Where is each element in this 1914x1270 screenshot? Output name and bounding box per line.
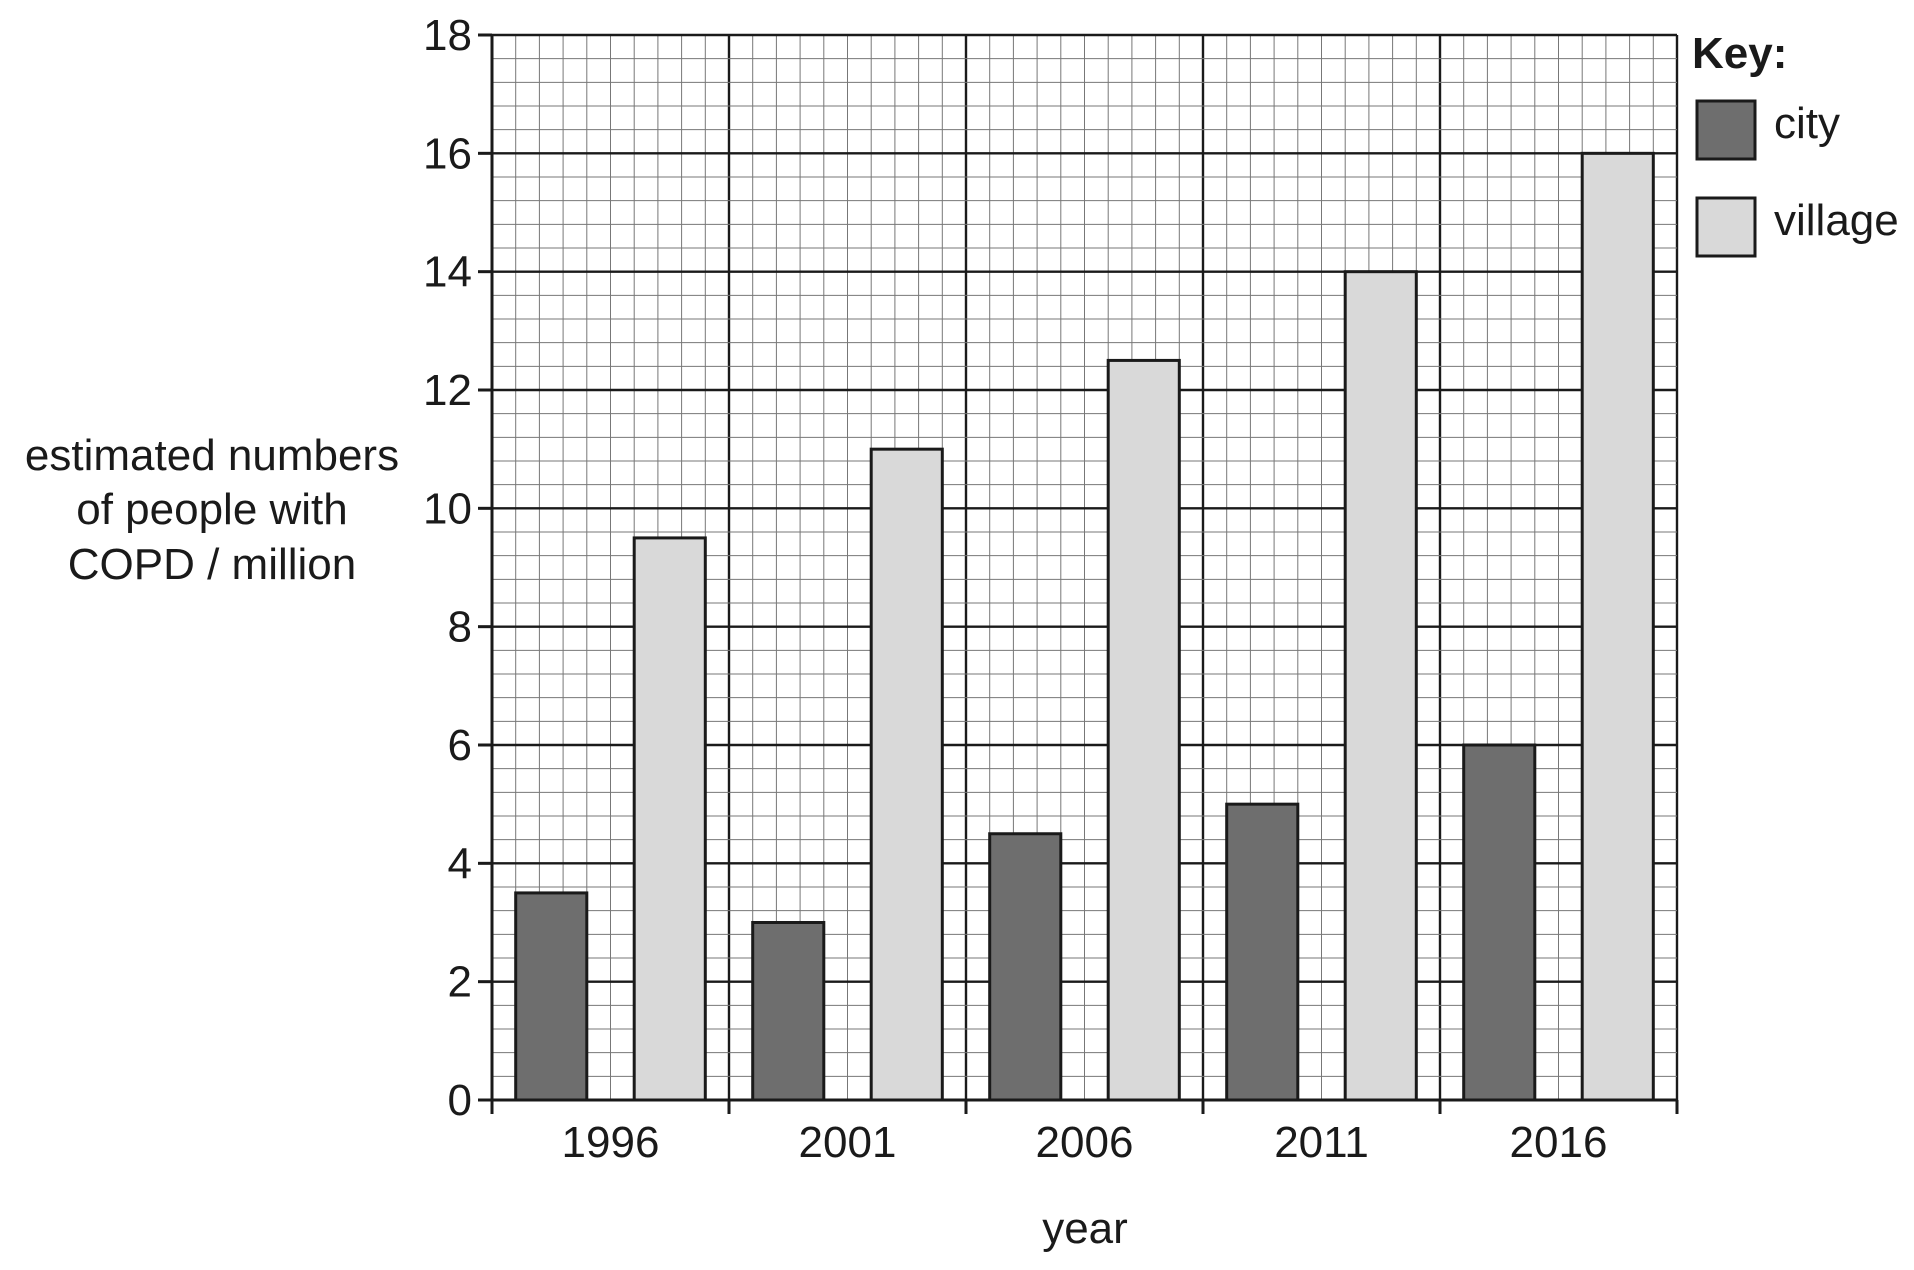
x-tick-label: 2016: [1510, 1118, 1608, 1167]
bar-village-2001: [869, 447, 944, 1102]
legend: Key: city village: [1692, 29, 1899, 258]
y-tick-label: 16: [423, 129, 472, 178]
legend-title: Key:: [1692, 29, 1787, 78]
bar-city-2001: [751, 921, 826, 1102]
y-axis-title: estimated numbers of people with COPD / …: [25, 431, 399, 589]
bar-village-2016: [1580, 151, 1655, 1102]
legend-label-city: city: [1774, 99, 1840, 148]
bar-city-2016: [1462, 743, 1537, 1102]
bar-city-2006: [988, 832, 1063, 1102]
y-tick-label: 2: [448, 958, 472, 1007]
bar-village-2011: [1343, 270, 1418, 1102]
x-tick-label: 1996: [562, 1118, 660, 1167]
y-tick-label: 12: [423, 366, 472, 415]
y-axis-title-line: of people with: [76, 485, 348, 534]
x-tick-label: 2006: [1036, 1118, 1134, 1167]
bars: [514, 151, 1655, 1102]
bar-village-2006: [1106, 358, 1181, 1102]
y-tick-label: 6: [448, 721, 472, 770]
axes: [478, 33, 1679, 1114]
y-tick-label: 8: [448, 603, 472, 652]
x-tick-label: 2001: [799, 1118, 897, 1167]
x-tick-labels: 1996 2001 2006 2011 2016: [562, 1118, 1608, 1167]
y-tick-label: 18: [423, 11, 472, 60]
y-tick-labels: 0 2 4 6 8 10 12 14 16 18: [423, 11, 472, 1125]
y-tick-label: 10: [423, 484, 472, 533]
bar-city-1996: [514, 891, 589, 1102]
y-axis-title-line: COPD / million: [68, 540, 357, 589]
y-tick-label: 0: [448, 1076, 472, 1125]
x-tick-label: 2011: [1274, 1118, 1369, 1167]
legend-label-village: village: [1774, 196, 1899, 245]
legend-swatch-city: [1695, 99, 1757, 161]
bar-city-2011: [1225, 802, 1300, 1102]
x-axis-title: year: [1042, 1204, 1128, 1253]
y-axis-title-line: estimated numbers: [25, 431, 399, 480]
y-tick-label: 14: [423, 248, 472, 297]
y-tick-label: 4: [448, 839, 472, 888]
bar-village-1996: [632, 536, 707, 1102]
legend-swatch-village: [1695, 196, 1757, 258]
